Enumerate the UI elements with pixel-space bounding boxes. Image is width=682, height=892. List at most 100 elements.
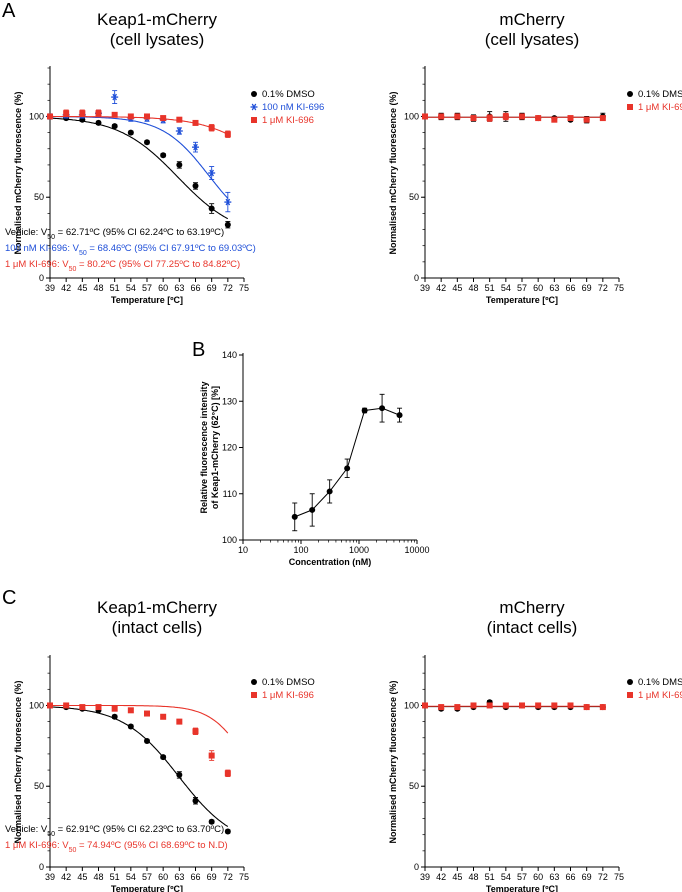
annotation-subscript: 50 bbox=[69, 847, 77, 854]
x-tick-label: 54 bbox=[501, 283, 511, 293]
data-point bbox=[192, 182, 199, 189]
x-tick-label: 75 bbox=[614, 872, 624, 882]
x-tick-label: 57 bbox=[142, 872, 152, 882]
y-tick-label: 50 bbox=[409, 192, 419, 202]
legend-marker bbox=[627, 679, 633, 685]
data-point bbox=[160, 115, 167, 122]
y-axis-label: of Keap1-mCherry (62°C) [%] bbox=[210, 386, 220, 509]
x-tick-label: 45 bbox=[452, 283, 462, 293]
star-stroke bbox=[209, 169, 214, 177]
x-tick-label: 60 bbox=[158, 283, 168, 293]
legend-label: 1 μM KI-696 bbox=[638, 102, 682, 113]
data-point bbox=[160, 152, 167, 159]
data-point bbox=[192, 797, 199, 804]
data-point bbox=[422, 113, 428, 120]
annotation-subscript: 50 bbox=[47, 831, 55, 838]
x-tick-label: 48 bbox=[93, 283, 103, 293]
series-1-m-ki-696 bbox=[47, 109, 231, 138]
data-point bbox=[379, 405, 386, 412]
data-point bbox=[127, 707, 134, 714]
x-tick-label: 63 bbox=[174, 872, 184, 882]
data-point bbox=[47, 113, 53, 120]
data-point bbox=[111, 93, 119, 101]
data-point bbox=[111, 123, 118, 130]
x-tick-label: 54 bbox=[501, 872, 511, 882]
star-stroke bbox=[225, 198, 231, 206]
data-point bbox=[519, 113, 525, 120]
data-point bbox=[551, 702, 558, 709]
data-point bbox=[127, 113, 134, 120]
data-point bbox=[127, 129, 134, 136]
legend-marker bbox=[251, 91, 257, 97]
data-point bbox=[486, 115, 493, 122]
x-tick-label: 48 bbox=[468, 283, 478, 293]
data-point bbox=[454, 113, 461, 120]
data-point bbox=[599, 704, 606, 711]
panel-letter-a: A bbox=[2, 0, 16, 22]
data-point bbox=[396, 412, 403, 419]
data-point bbox=[160, 713, 167, 720]
x-tick-label: 69 bbox=[207, 872, 217, 882]
legend-label: 0.1% DMSO bbox=[638, 89, 682, 100]
x-tick-label: 72 bbox=[223, 283, 233, 293]
data-point bbox=[551, 116, 558, 123]
y-tick-label: 0 bbox=[39, 862, 44, 872]
x-tick-label: 39 bbox=[45, 283, 55, 293]
data-point bbox=[291, 513, 298, 520]
x-tick-label: 57 bbox=[517, 872, 527, 882]
x-tick-label: 10000 bbox=[404, 545, 429, 555]
data-point bbox=[111, 111, 118, 118]
data-point bbox=[95, 704, 102, 711]
x-tick-label: 54 bbox=[126, 872, 136, 882]
series-0-1-dmso bbox=[47, 113, 231, 229]
x-tick-label: 45 bbox=[77, 872, 87, 882]
x-tick-label: 75 bbox=[239, 283, 249, 293]
data-point bbox=[470, 115, 477, 122]
x-tick-label: 51 bbox=[485, 283, 495, 293]
chart-title-line: mCherry bbox=[499, 598, 565, 617]
data-point bbox=[176, 771, 183, 778]
legend-label: 0.1% DMSO bbox=[262, 89, 315, 100]
data-point bbox=[63, 110, 70, 117]
x-tick-label: 72 bbox=[598, 872, 608, 882]
data-point bbox=[599, 115, 606, 122]
annotation-subscript: 50 bbox=[69, 266, 77, 273]
data-point bbox=[111, 705, 118, 712]
annotation-prefix: 100 nM KI-696: V bbox=[5, 243, 80, 254]
data-point bbox=[47, 702, 53, 709]
y-axis-label: Normalised mCherry fluorescence (%) bbox=[388, 91, 398, 254]
x-tick-label: 66 bbox=[190, 872, 200, 882]
x-axis-label: Temperature [ºC] bbox=[486, 884, 558, 892]
chart-title-line: (intact cells) bbox=[487, 618, 578, 637]
y-tick-label: 100 bbox=[29, 111, 44, 121]
data-point bbox=[583, 704, 590, 711]
y-tick-label: 130 bbox=[222, 396, 237, 406]
data-point bbox=[224, 198, 232, 206]
y-axis-label: Normalised mCherry fluorescence (%) bbox=[13, 680, 23, 843]
x-tick-label: 69 bbox=[582, 872, 592, 882]
legend-label: 0.1% DMSO bbox=[638, 677, 682, 688]
data-point bbox=[144, 710, 150, 717]
y-axis-label: Normalised mCherry fluorescence (%) bbox=[388, 680, 398, 843]
x-tick-label: 1000 bbox=[349, 545, 369, 555]
fit-curve bbox=[50, 706, 229, 827]
y-tick-label: 50 bbox=[34, 192, 44, 202]
series-100-nm-ki-696 bbox=[46, 90, 232, 213]
y-tick-label: 110 bbox=[223, 489, 237, 499]
data-point bbox=[438, 704, 445, 711]
x-tick-label: 48 bbox=[93, 872, 103, 882]
x-tick-label: 39 bbox=[420, 283, 430, 293]
fit-curve bbox=[50, 704, 229, 734]
data-point bbox=[176, 718, 183, 725]
annotation-value: = 68.46ºC (95% CI 67.91ºC to 69.03ºC) bbox=[87, 243, 256, 254]
x-tick-label: 39 bbox=[45, 872, 55, 882]
x-tick-label: 66 bbox=[190, 283, 200, 293]
legend-marker bbox=[627, 104, 633, 110]
annotation-value: = 74.94ºC (95% CI 68.69ºC to N.D) bbox=[76, 840, 227, 851]
chart-title-line: mCherry bbox=[499, 10, 565, 29]
x-tick-label: 54 bbox=[126, 283, 136, 293]
data-point bbox=[192, 119, 199, 126]
fit-curve bbox=[50, 116, 229, 199]
x-axis-label: Temperature [ºC] bbox=[111, 884, 183, 892]
data-point bbox=[160, 754, 167, 761]
